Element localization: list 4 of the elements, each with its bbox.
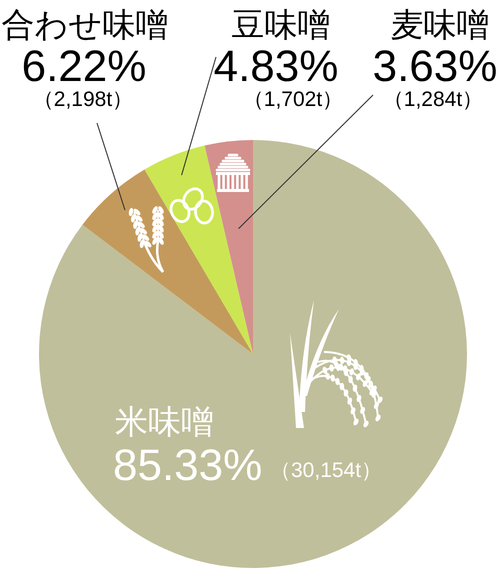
annotation: （2,198t）: [32, 88, 134, 111]
annotation: （1,702t）: [242, 88, 344, 111]
annotation: （1,284t）: [382, 88, 484, 111]
annotation: （30,154t）: [270, 459, 382, 482]
